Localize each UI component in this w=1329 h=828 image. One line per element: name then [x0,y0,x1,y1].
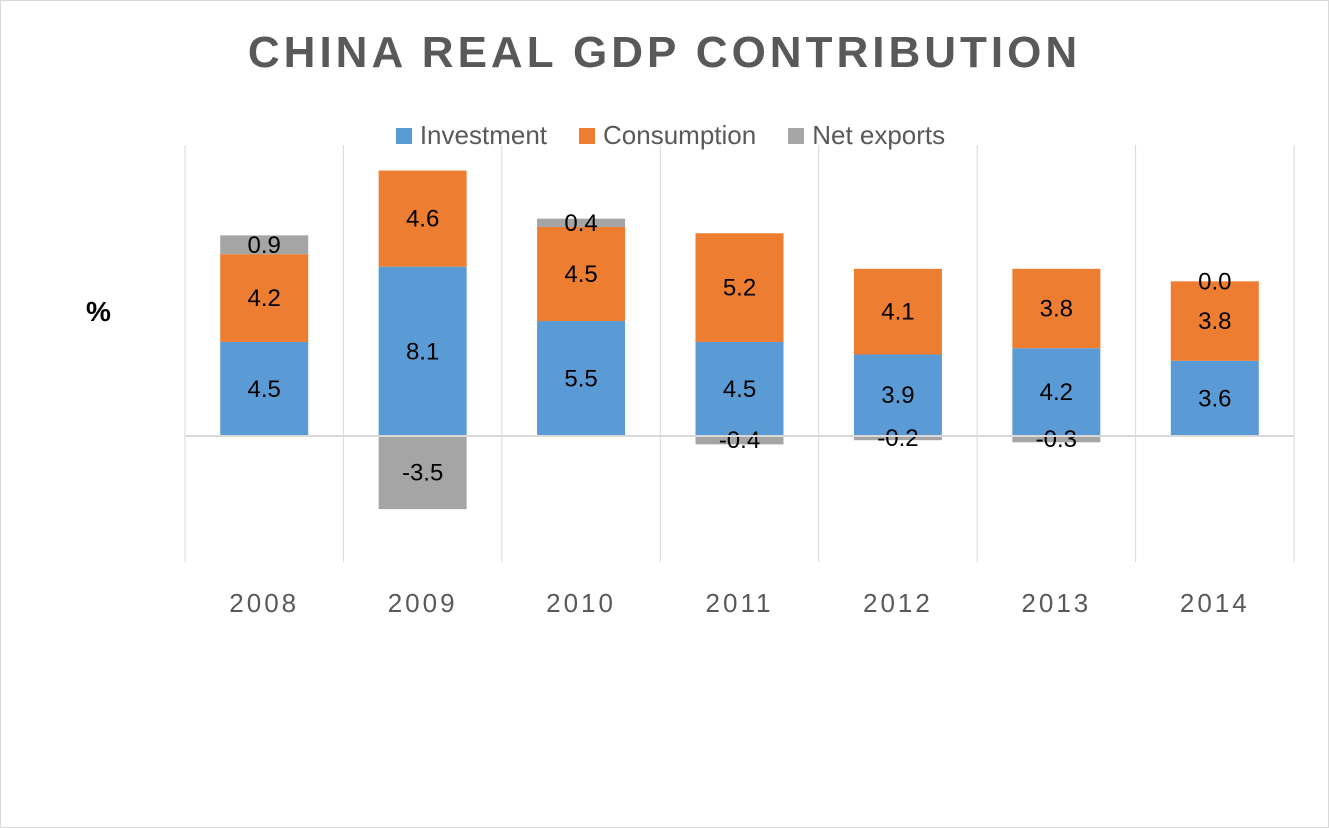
x-tick-label: 2009 [388,588,458,618]
bar-net-exports-2008 [220,235,309,255]
data-label: 4.1 [881,299,914,326]
legend-item-investment: Investment [395,120,547,151]
legend-swatch-net-exports [788,127,805,144]
bar-investment-2010 [537,321,626,436]
data-label: 0.0 [1198,268,1231,295]
x-tick-label: 2008 [229,588,299,618]
legend-item-consumption: Consumption [579,120,756,151]
bar-consumption-2012 [853,268,942,355]
bar-net-exports-2012 [853,436,942,441]
x-tick-label: 2013 [1021,588,1091,618]
bar-net-exports-2013 [1012,436,1101,443]
bar-investment-2012 [853,354,942,436]
bar-net-exports-2009 [378,436,467,510]
data-label: 5.5 [564,366,597,393]
data-label: -0.2 [877,425,918,452]
legend-label-consumption: Consumption [603,120,757,150]
bar-consumption-2009 [378,170,467,267]
bar-investment-2008 [220,341,309,436]
bar-consumption-2008 [220,254,309,342]
data-label: 4.6 [406,206,439,233]
x-tick-label: 2010 [546,588,616,618]
data-label: -0.4 [719,427,760,454]
data-label: 0.4 [564,210,597,237]
data-label: -0.3 [1036,426,1077,453]
legend: Investment Consumption Net exports [0,120,1329,151]
data-label: 3.8 [1198,308,1231,335]
bar-consumption-2010 [537,227,626,322]
legend-label-investment: Investment [419,120,547,150]
bar-investment-2013 [1012,348,1101,436]
data-label: 5.2 [723,275,756,302]
data-label: 4.2 [1040,379,1073,406]
data-label: 4.2 [248,285,281,312]
y-axis-label: % [86,296,111,327]
x-tick-label: 2012 [863,588,933,618]
data-label: 0.9 [248,232,281,259]
bar-net-exports-2011 [695,436,784,445]
bar-investment-2011 [695,341,784,436]
bar-net-exports-2010 [537,218,626,227]
data-label: 3.8 [1040,296,1073,323]
bar-consumption-2013 [1012,268,1101,349]
data-label: 3.9 [881,382,914,409]
legend-swatch-consumption [579,127,595,144]
chart-title: CHINA REAL GDP CONTRIBUTION [247,28,1082,77]
bar-investment-2009 [378,266,467,436]
data-label: 4.5 [723,376,756,403]
legend-swatch-investment [395,127,412,144]
bar-consumption-2014 [1170,281,1259,361]
bar-consumption-2011 [695,233,784,342]
legend-label-net-exports: Net exports [812,120,946,150]
x-tick-label: 2014 [1180,588,1250,618]
bar-investment-2014 [1170,360,1259,436]
x-tick-label: 2011 [706,588,774,618]
data-label: 3.6 [1198,385,1231,412]
data-label: -3.5 [402,460,443,487]
legend-item-net-exports: Net exports [788,120,945,151]
data-label: 8.1 [406,338,439,365]
data-label: 4.5 [248,376,281,403]
data-label: 4.5 [564,261,597,288]
